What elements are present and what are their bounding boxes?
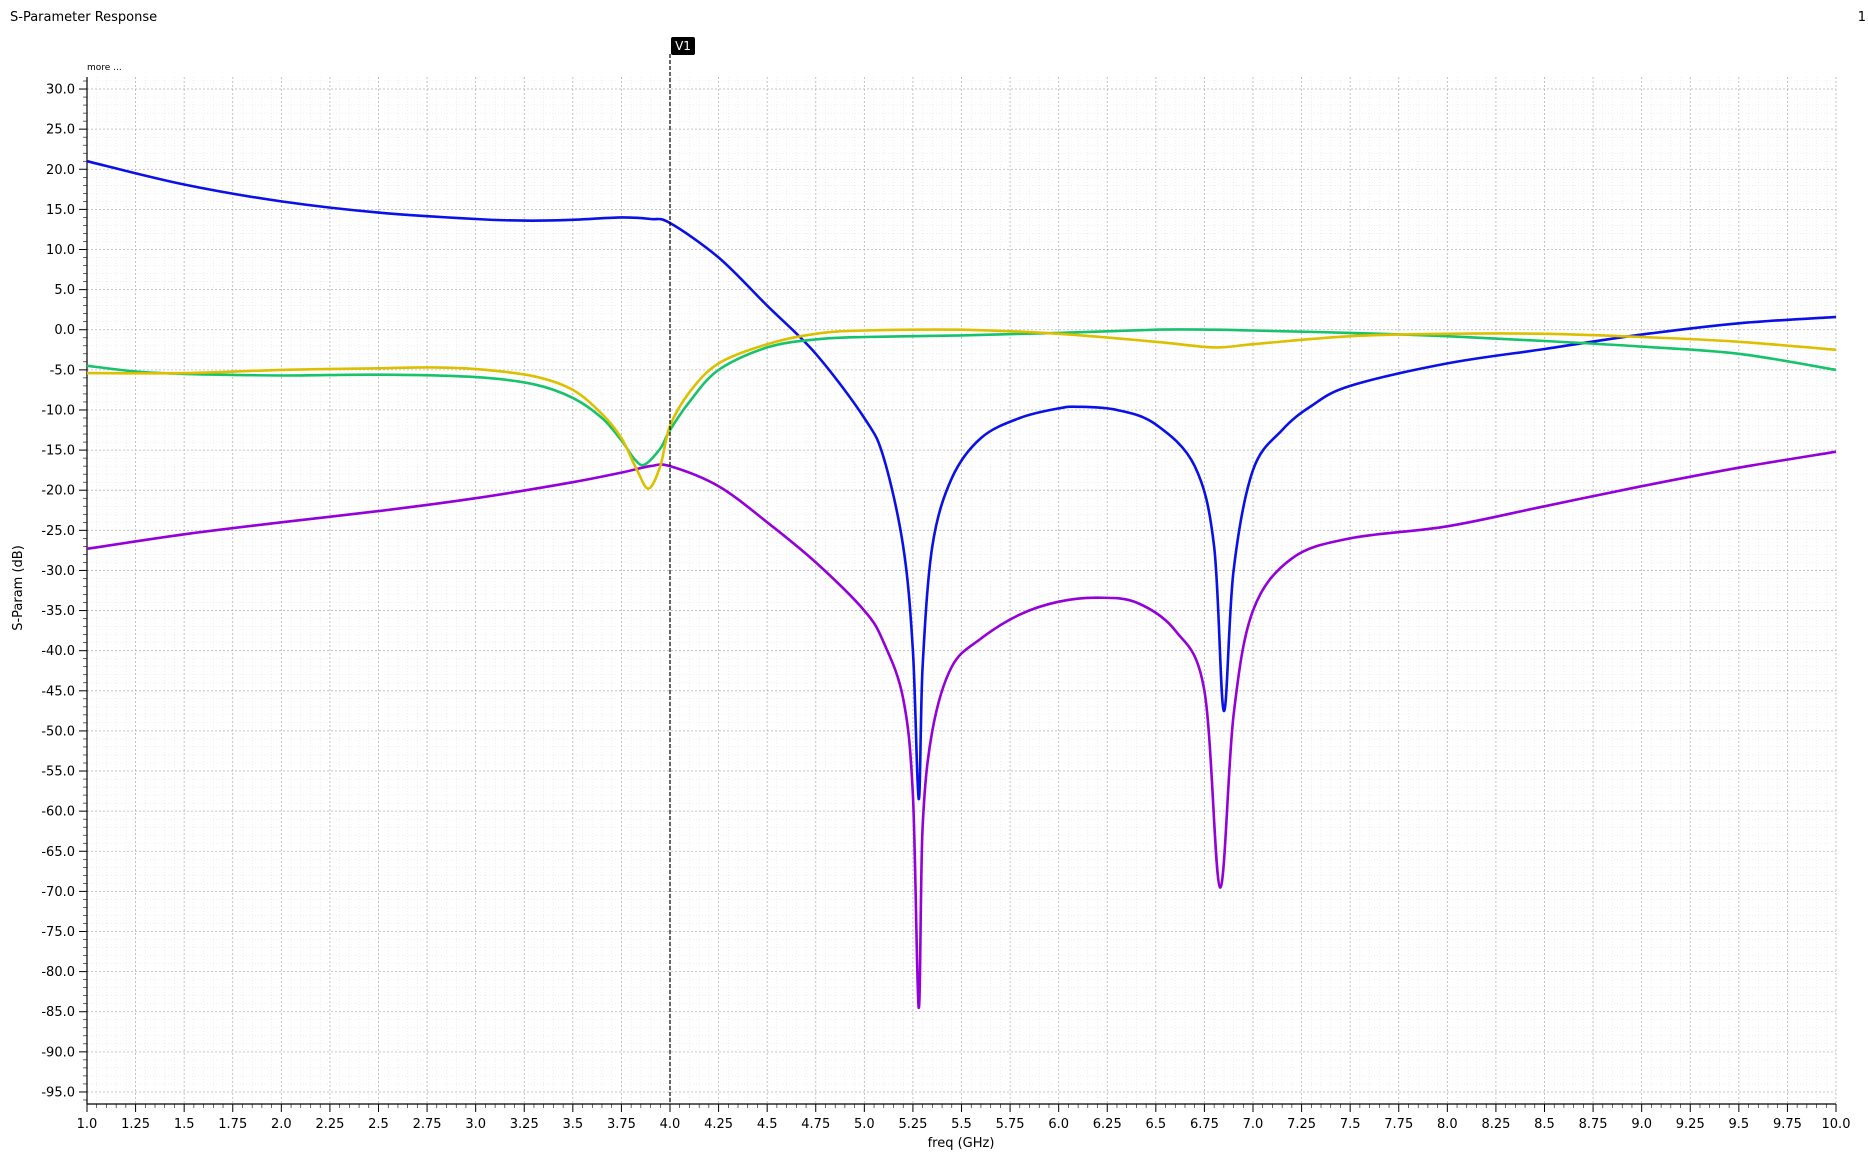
y-tick-label: -90.0 <box>41 1045 75 1060</box>
y-tick-label: 15.0 <box>46 203 75 218</box>
y-tick-label: -50.0 <box>41 724 75 739</box>
y-tick-label: -60.0 <box>41 805 75 820</box>
x-tick-label: 5.25 <box>898 1117 927 1132</box>
x-tick-label: 5.0 <box>854 1117 875 1132</box>
x-tick-label: 2.0 <box>271 1117 292 1132</box>
x-tick-label: 3.0 <box>465 1117 486 1132</box>
x-tick-label: 9.25 <box>1676 1117 1705 1132</box>
marker-badge[interactable] <box>671 37 695 55</box>
more-link[interactable]: more ... <box>87 63 122 73</box>
x-tick-label: 7.5 <box>1340 1117 1361 1132</box>
y-tick-label: -10.0 <box>41 403 75 418</box>
x-tick-label: 1.75 <box>218 1117 247 1132</box>
y-tick-label: 0.0 <box>54 323 75 338</box>
x-tick-label: 8.0 <box>1437 1117 1458 1132</box>
y-tick-label: -95.0 <box>41 1085 75 1100</box>
page-number: 1 <box>1857 10 1866 25</box>
x-tick-label: 4.5 <box>757 1117 778 1132</box>
x-tick-label: 10.0 <box>1822 1117 1851 1132</box>
x-tick-label: 8.75 <box>1579 1117 1608 1132</box>
marker-label: V1 <box>675 39 691 53</box>
y-tick-label: -20.0 <box>41 484 75 499</box>
traces[interactable] <box>86 159 1837 1010</box>
x-tick-label: 9.75 <box>1773 1117 1802 1132</box>
y-tick-label: -30.0 <box>41 564 75 579</box>
y-tick-label: -55.0 <box>41 765 75 780</box>
x-tick-label: 3.75 <box>607 1117 636 1132</box>
y-tick-label: -15.0 <box>41 444 75 459</box>
y-tick-label: -40.0 <box>41 644 75 659</box>
y-tick-label: -35.0 <box>41 604 75 619</box>
y-tick-label: 30.0 <box>46 83 75 98</box>
x-tick-label: 6.25 <box>1093 1117 1122 1132</box>
y-tick-label: -85.0 <box>41 1005 75 1020</box>
x-tick-label: 7.0 <box>1243 1117 1264 1132</box>
y-tick-label: 25.0 <box>46 123 75 138</box>
vertical-marker[interactable]: V1 <box>669 37 695 1104</box>
x-tick-label: 2.25 <box>315 1117 344 1132</box>
y-tick-label: -80.0 <box>41 965 75 980</box>
x-tick-label: 9.5 <box>1728 1117 1749 1132</box>
x-axis-ticks: 1.0 1.25 1.5 1.75 2.0 2.25 2.5 2.75 3.0 3.25 3.5 3.… <box>77 1117 1851 1132</box>
y-tick-label: 10.0 <box>46 243 75 258</box>
axes <box>79 77 1837 1112</box>
x-tick-label: 4.0 <box>660 1117 681 1132</box>
x-tick-label: 1.25 <box>121 1117 150 1132</box>
x-tick-label: 8.5 <box>1534 1117 1555 1132</box>
trace-line[interactable] <box>86 328 1837 490</box>
y-axis-label: S-Param (dB) <box>11 545 26 631</box>
x-tick-label: 6.0 <box>1048 1117 1069 1132</box>
trace-line[interactable] <box>86 159 1837 801</box>
y-tick-label: 5.0 <box>54 283 75 298</box>
window-title: S-Parameter Response <box>10 10 158 25</box>
x-tick-label: 7.25 <box>1287 1117 1316 1132</box>
x-tick-label: 8.25 <box>1481 1117 1510 1132</box>
y-axis-ticks: 30.0 25.0 20.0 15.0 10.0 5.0 0.0 -5.0 -10.0 -15.0… <box>41 83 75 1101</box>
x-tick-label: 4.25 <box>704 1117 733 1132</box>
x-tick-label: 1.0 <box>77 1117 98 1132</box>
y-tick-label: 20.0 <box>46 163 75 178</box>
x-tick-label: 6.5 <box>1145 1117 1166 1132</box>
y-tick-label: -65.0 <box>41 845 75 860</box>
x-tick-label: 2.5 <box>368 1117 389 1132</box>
x-tick-label: 4.75 <box>801 1117 830 1132</box>
x-tick-label: 2.75 <box>413 1117 442 1132</box>
y-tick-label: -5.0 <box>50 363 75 378</box>
x-tick-label: 3.5 <box>562 1117 583 1132</box>
y-tick-label: -45.0 <box>41 684 75 699</box>
y-tick-label: -70.0 <box>41 885 75 900</box>
y-tick-label: -25.0 <box>41 524 75 539</box>
trace-line[interactable] <box>86 450 1837 1010</box>
x-tick-label: 1.5 <box>174 1117 195 1132</box>
x-axis-label: freq (GHz) <box>928 1136 995 1151</box>
x-tick-label: 5.5 <box>951 1117 972 1132</box>
major-grid <box>86 77 1837 1104</box>
x-tick-label: 9.0 <box>1631 1117 1652 1132</box>
x-tick-label: 3.25 <box>510 1117 539 1132</box>
x-tick-label: 5.75 <box>996 1117 1025 1132</box>
y-tick-label: -75.0 <box>41 925 75 940</box>
x-tick-label: 6.75 <box>1190 1117 1219 1132</box>
x-tick-label: 7.75 <box>1384 1117 1413 1132</box>
